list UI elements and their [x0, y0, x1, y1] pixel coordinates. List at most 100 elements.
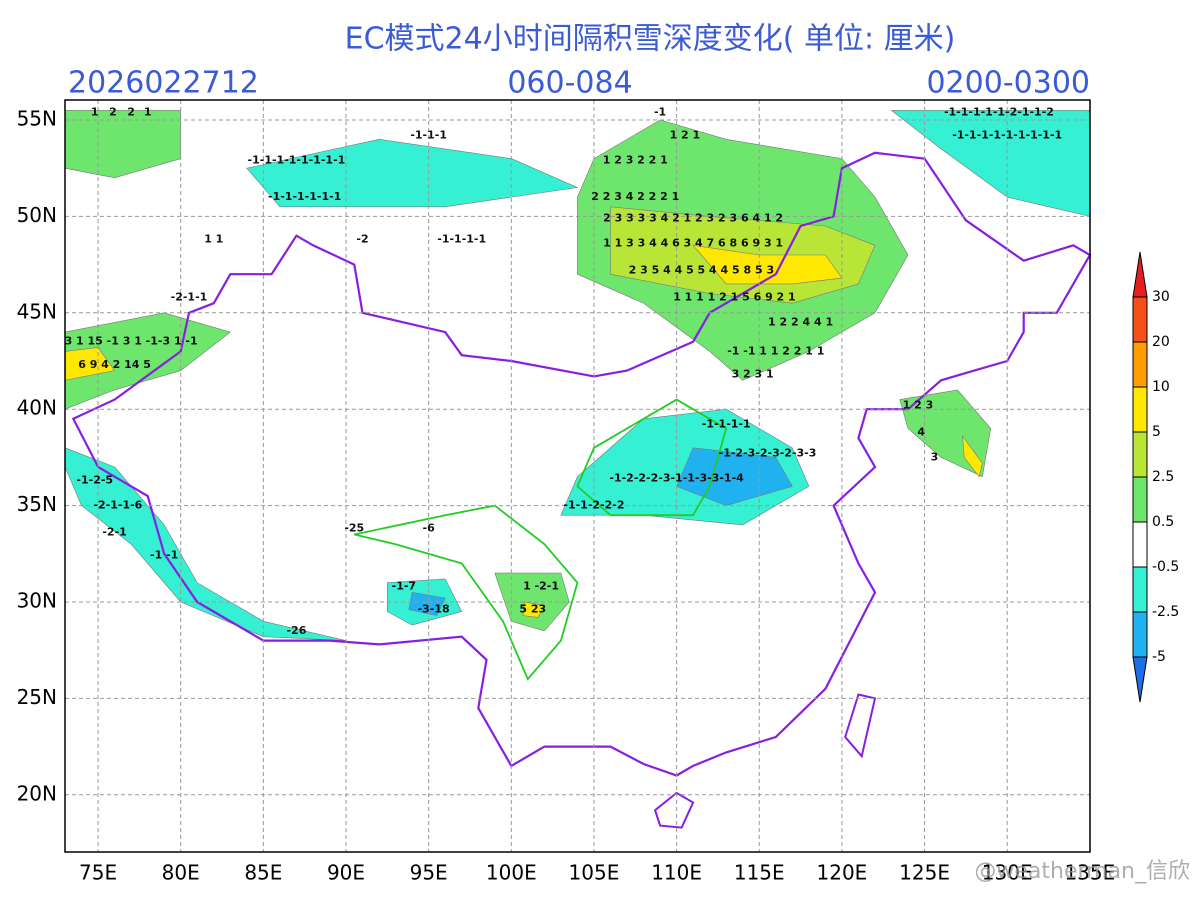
lat-tick-label: 35N — [17, 492, 57, 516]
map-value-label: -1-1-1-1-1-1 — [268, 190, 341, 203]
map-value-label: 1 -2-1 — [523, 580, 559, 593]
map-value-label: -1-1-1-1-1-2-1-1-2 — [944, 105, 1054, 118]
snow-area — [408, 592, 446, 616]
map-value-label: 1 — [144, 105, 152, 118]
map-value-label: 2 — [109, 105, 117, 118]
map-value-label: -2-1 — [102, 526, 126, 539]
map-value-label: 2 3 3 3 3 4 2 1 2 3 2 3 6 4 1 2 — [603, 211, 783, 224]
lat-tick-label: 55N — [17, 107, 57, 131]
snow-area — [962, 435, 983, 478]
value-labels: 1 2 2 1 -1 -1-1-1-1-1-2-1-1-2-1-1-1-1-1-1-1-1… — [65, 105, 1063, 637]
map-value-label: -1-2-3-2-3-2-3-3 — [719, 447, 817, 460]
colorbar-box — [1132, 296, 1148, 343]
map-value-label: 3 1 15 -1 3 1 -1-3 1 -1 — [65, 335, 198, 348]
region-outline — [576, 398, 728, 517]
map-value-label: 3 2 3 1 — [732, 367, 774, 380]
map-value-label: -1 -1 1 1 2 2 1 1 — [727, 344, 824, 357]
map-value-label: 1 2 1 — [670, 128, 701, 141]
map-value-label: 2 3 5 4 4 5 5 4 4 5 8 5 3 — [629, 263, 774, 276]
lat-tick-label: 50N — [17, 203, 57, 227]
map-value-label: -1-2-2-2-3-1-1-3-3-1-4 — [609, 472, 744, 485]
lon-tick-label: 95E — [410, 861, 448, 885]
lat-tick-label: 20N — [17, 781, 57, 805]
lat-tick-label: 40N — [17, 396, 57, 420]
map-value-label: -25 — [344, 522, 364, 535]
lon-tick-label: 115E — [734, 861, 785, 885]
colorbar-label: 30 — [1152, 289, 1170, 305]
snow-area — [494, 572, 570, 632]
colorbar-label: 20 — [1152, 334, 1170, 350]
lon-tick-label: 90E — [327, 861, 365, 885]
colorbar-box — [1132, 566, 1148, 613]
snow-area — [64, 447, 347, 641]
lat-tick-label: 25N — [17, 685, 57, 709]
snow-area — [246, 138, 579, 208]
init-time: 2026022712 — [68, 66, 259, 101]
colorbar-label: 0.5 — [1152, 514, 1174, 530]
map-value-label: 2 — [127, 105, 135, 118]
map-value-label: -1-1-1-1 — [437, 233, 486, 246]
map-value-label: 5 23 — [519, 603, 546, 616]
map-value-label: 1 1 — [204, 233, 223, 246]
map-value-label: 3 — [931, 450, 939, 463]
region-outline — [354, 504, 579, 681]
map-value-label: 6 9 4 2 14 5 — [78, 358, 151, 371]
map-value-label: -1 — [654, 105, 666, 118]
map-value-label: -3-18 — [418, 603, 450, 616]
forecast-hours: 060-084 — [507, 66, 632, 101]
lon-tick-label: 130E — [982, 861, 1033, 885]
taiwan — [844, 693, 877, 759]
map-value-label: 1 2 3 2 2 1 — [603, 153, 668, 166]
map-value-label: -1-1-1-1-1-1-1-1-1 — [952, 128, 1062, 141]
colorbar-label: -2.5 — [1152, 604, 1179, 620]
snow-fills — [64, 110, 1091, 641]
colorbar-label: 5 — [1152, 424, 1161, 440]
map-value-label: 4 — [917, 425, 925, 438]
colorbar-box — [1132, 521, 1148, 568]
map-value-label: -1-1-2-2-2 — [563, 499, 624, 512]
map-value-label: -2 — [356, 233, 368, 246]
colorbar-box — [1132, 341, 1148, 388]
valid-time: 0200-0300 — [926, 66, 1090, 101]
map-value-label: -1-1-1-1 — [702, 418, 751, 431]
map-value-label: 1 2 3 — [903, 398, 934, 411]
watermark: @weatherman_信欣 — [974, 859, 1190, 884]
colorbar-box — [1132, 431, 1148, 478]
colorbar-label: 10 — [1152, 379, 1170, 395]
snow-area — [890, 110, 1091, 217]
map-value-label: 1 1 1 1 2 1 5 6 9 2 1 — [673, 290, 796, 303]
map-value-label: -1 -1 — [150, 549, 178, 562]
title: EC模式24小时间隔积雪深度变化( 单位: 厘米) — [345, 22, 956, 57]
lon-tick-label: 120E — [817, 861, 868, 885]
grid: 75E 80E 85E 90E 95E 100E 105E 110E 115E 120E 125E 1… — [17, 100, 1115, 885]
colorbar-box — [1132, 476, 1148, 523]
lon-tick-label: 135E — [1064, 861, 1115, 885]
map-value-label: -2-1-1-6 — [93, 499, 142, 512]
snow-area — [522, 601, 545, 618]
colorbar-label: -5 — [1152, 649, 1166, 665]
lon-tick-label: 110E — [651, 861, 702, 885]
map-frame — [64, 99, 1091, 853]
map-value-label: -6 — [423, 522, 436, 535]
lon-tick-label: 75E — [79, 861, 117, 885]
lon-tick-label: 80E — [162, 861, 200, 885]
lon-tick-label: 125E — [899, 861, 950, 885]
map-value-label: 1 2 2 4 4 1 — [768, 315, 833, 328]
lat-tick-label: 45N — [17, 299, 57, 323]
hainan — [653, 791, 695, 829]
colorbar-cap — [1132, 656, 1148, 703]
lat-tick-label: 30N — [17, 589, 57, 613]
lon-tick-label: 85E — [244, 861, 282, 885]
lon-tick-label: 100E — [486, 861, 537, 885]
map-value-label: -2-1-1 — [171, 290, 208, 303]
map-value-label: -1-2-5 — [76, 474, 113, 487]
map-value-label: 1 — [91, 105, 99, 118]
map-value-label: -26 — [286, 624, 306, 637]
colorbar: 30 20 10 5 2.5 0.5 -0.5 -2.5 -5 — [1132, 251, 1179, 703]
map-value-label: -1-1-1 — [410, 128, 447, 141]
colorbar-label: -0.5 — [1152, 559, 1179, 575]
colorbar-box — [1132, 611, 1148, 658]
map-value-label: 2 2 3 4 2 2 2 1 — [591, 190, 679, 203]
map-value-label: 1 1 3 3 4 4 6 3 4 7 6 8 6 9 3 1 — [603, 236, 783, 249]
